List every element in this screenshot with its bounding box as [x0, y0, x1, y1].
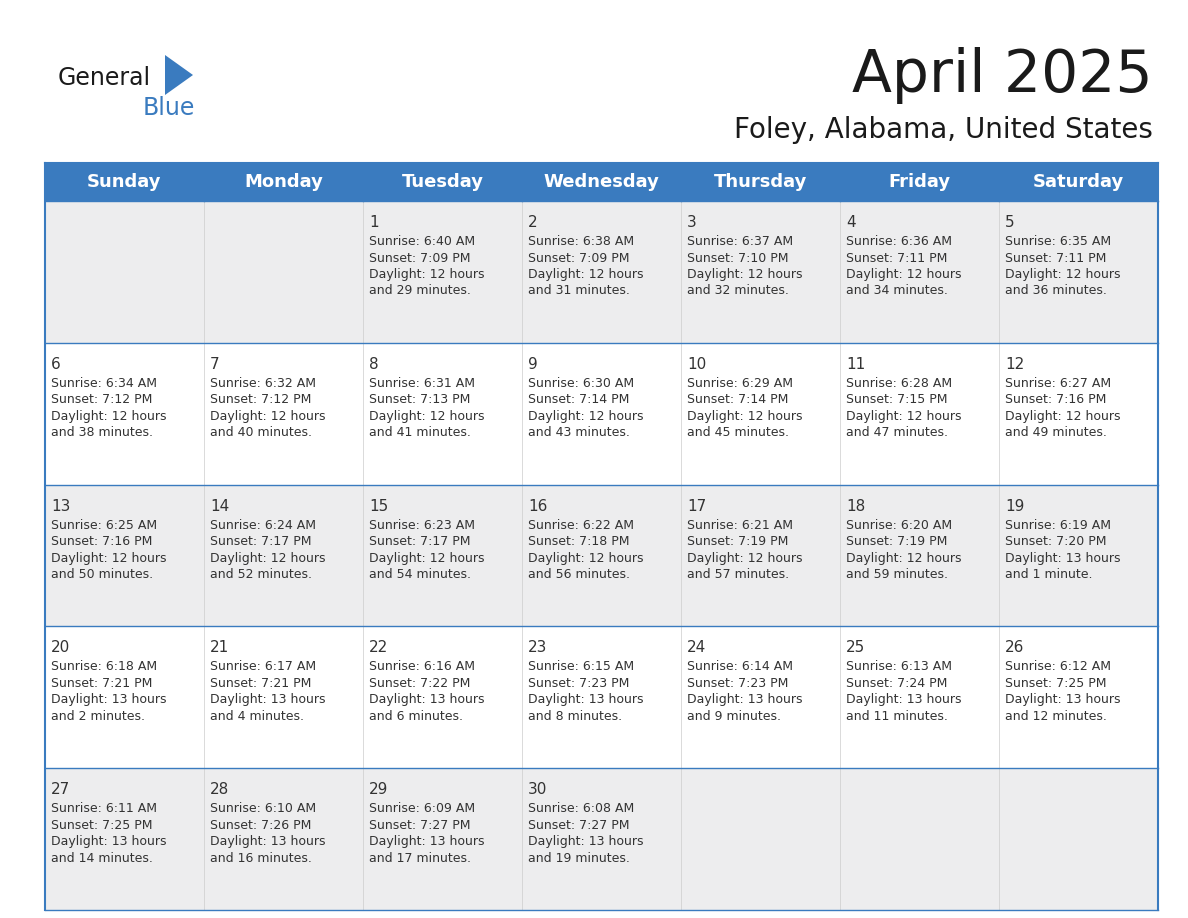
Text: Foley, Alabama, United States: Foley, Alabama, United States	[734, 116, 1154, 144]
Text: 19: 19	[1005, 498, 1024, 513]
Text: 3: 3	[687, 215, 696, 230]
Text: Sunrise: 6:30 AM
Sunset: 7:14 PM
Daylight: 12 hours
and 43 minutes.: Sunrise: 6:30 AM Sunset: 7:14 PM Dayligh…	[527, 376, 644, 440]
Text: 28: 28	[210, 782, 229, 797]
Text: 25: 25	[846, 641, 865, 655]
Text: Wednesday: Wednesday	[544, 173, 659, 191]
Bar	[45, 342, 1158, 485]
Text: 27: 27	[51, 782, 70, 797]
Text: 15: 15	[369, 498, 388, 513]
Text: Sunrise: 6:27 AM
Sunset: 7:16 PM
Daylight: 12 hours
and 49 minutes.: Sunrise: 6:27 AM Sunset: 7:16 PM Dayligh…	[1005, 376, 1120, 440]
Polygon shape	[165, 55, 192, 95]
Text: 22: 22	[369, 641, 388, 655]
Text: Sunrise: 6:31 AM
Sunset: 7:13 PM
Daylight: 12 hours
and 41 minutes.: Sunrise: 6:31 AM Sunset: 7:13 PM Dayligh…	[369, 376, 485, 440]
Text: 6: 6	[51, 357, 61, 372]
Text: Sunrise: 6:29 AM
Sunset: 7:14 PM
Daylight: 12 hours
and 45 minutes.: Sunrise: 6:29 AM Sunset: 7:14 PM Dayligh…	[687, 376, 803, 440]
Text: 17: 17	[687, 498, 706, 513]
Text: Sunrise: 6:19 AM
Sunset: 7:20 PM
Daylight: 13 hours
and 1 minute.: Sunrise: 6:19 AM Sunset: 7:20 PM Dayligh…	[1005, 519, 1120, 581]
Text: Sunrise: 6:14 AM
Sunset: 7:23 PM
Daylight: 13 hours
and 9 minutes.: Sunrise: 6:14 AM Sunset: 7:23 PM Dayligh…	[687, 660, 803, 722]
Bar	[45, 626, 1158, 768]
Bar	[45, 163, 204, 201]
Text: 18: 18	[846, 498, 865, 513]
Text: Sunrise: 6:32 AM
Sunset: 7:12 PM
Daylight: 12 hours
and 40 minutes.: Sunrise: 6:32 AM Sunset: 7:12 PM Dayligh…	[210, 376, 326, 440]
Text: 10: 10	[687, 357, 706, 372]
Text: 14: 14	[210, 498, 229, 513]
Text: 29: 29	[369, 782, 388, 797]
Text: Saturday: Saturday	[1032, 173, 1124, 191]
Text: Friday: Friday	[889, 173, 950, 191]
Text: Sunrise: 6:20 AM
Sunset: 7:19 PM
Daylight: 12 hours
and 59 minutes.: Sunrise: 6:20 AM Sunset: 7:19 PM Dayligh…	[846, 519, 961, 581]
Text: Sunday: Sunday	[87, 173, 162, 191]
Text: 30: 30	[527, 782, 548, 797]
Text: Sunrise: 6:09 AM
Sunset: 7:27 PM
Daylight: 13 hours
and 17 minutes.: Sunrise: 6:09 AM Sunset: 7:27 PM Dayligh…	[369, 802, 485, 865]
Text: 2: 2	[527, 215, 538, 230]
Bar	[840, 163, 999, 201]
Text: 4: 4	[846, 215, 855, 230]
Text: 24: 24	[687, 641, 706, 655]
Text: 9: 9	[527, 357, 538, 372]
Text: Sunrise: 6:28 AM
Sunset: 7:15 PM
Daylight: 12 hours
and 47 minutes.: Sunrise: 6:28 AM Sunset: 7:15 PM Dayligh…	[846, 376, 961, 440]
Text: Sunrise: 6:12 AM
Sunset: 7:25 PM
Daylight: 13 hours
and 12 minutes.: Sunrise: 6:12 AM Sunset: 7:25 PM Dayligh…	[1005, 660, 1120, 722]
Text: Sunrise: 6:35 AM
Sunset: 7:11 PM
Daylight: 12 hours
and 36 minutes.: Sunrise: 6:35 AM Sunset: 7:11 PM Dayligh…	[1005, 235, 1120, 297]
Text: Monday: Monday	[244, 173, 323, 191]
Text: Sunrise: 6:15 AM
Sunset: 7:23 PM
Daylight: 13 hours
and 8 minutes.: Sunrise: 6:15 AM Sunset: 7:23 PM Dayligh…	[527, 660, 644, 722]
Text: Sunrise: 6:37 AM
Sunset: 7:10 PM
Daylight: 12 hours
and 32 minutes.: Sunrise: 6:37 AM Sunset: 7:10 PM Dayligh…	[687, 235, 803, 297]
Text: 7: 7	[210, 357, 220, 372]
Bar	[45, 768, 1158, 910]
Bar	[681, 163, 840, 201]
Text: 23: 23	[527, 641, 548, 655]
Text: Sunrise: 6:25 AM
Sunset: 7:16 PM
Daylight: 12 hours
and 50 minutes.: Sunrise: 6:25 AM Sunset: 7:16 PM Dayligh…	[51, 519, 166, 581]
Text: Sunrise: 6:40 AM
Sunset: 7:09 PM
Daylight: 12 hours
and 29 minutes.: Sunrise: 6:40 AM Sunset: 7:09 PM Dayligh…	[369, 235, 485, 297]
Text: 1: 1	[369, 215, 379, 230]
Text: Sunrise: 6:13 AM
Sunset: 7:24 PM
Daylight: 13 hours
and 11 minutes.: Sunrise: 6:13 AM Sunset: 7:24 PM Dayligh…	[846, 660, 961, 722]
Text: Sunrise: 6:22 AM
Sunset: 7:18 PM
Daylight: 12 hours
and 56 minutes.: Sunrise: 6:22 AM Sunset: 7:18 PM Dayligh…	[527, 519, 644, 581]
Bar	[45, 485, 1158, 626]
Bar	[522, 163, 681, 201]
Text: 20: 20	[51, 641, 70, 655]
Bar	[45, 201, 1158, 342]
Text: Blue: Blue	[143, 96, 195, 120]
Text: Sunrise: 6:08 AM
Sunset: 7:27 PM
Daylight: 13 hours
and 19 minutes.: Sunrise: 6:08 AM Sunset: 7:27 PM Dayligh…	[527, 802, 644, 865]
Bar	[999, 163, 1158, 201]
Text: Sunrise: 6:11 AM
Sunset: 7:25 PM
Daylight: 13 hours
and 14 minutes.: Sunrise: 6:11 AM Sunset: 7:25 PM Dayligh…	[51, 802, 166, 865]
Bar	[364, 163, 522, 201]
Text: 11: 11	[846, 357, 865, 372]
Text: 16: 16	[527, 498, 548, 513]
Text: General: General	[58, 66, 151, 90]
Text: Sunrise: 6:23 AM
Sunset: 7:17 PM
Daylight: 12 hours
and 54 minutes.: Sunrise: 6:23 AM Sunset: 7:17 PM Dayligh…	[369, 519, 485, 581]
Text: Sunrise: 6:18 AM
Sunset: 7:21 PM
Daylight: 13 hours
and 2 minutes.: Sunrise: 6:18 AM Sunset: 7:21 PM Dayligh…	[51, 660, 166, 722]
Text: April 2025: April 2025	[852, 47, 1154, 104]
Bar	[204, 163, 364, 201]
Text: Tuesday: Tuesday	[402, 173, 484, 191]
Text: 5: 5	[1005, 215, 1015, 230]
Text: Sunrise: 6:34 AM
Sunset: 7:12 PM
Daylight: 12 hours
and 38 minutes.: Sunrise: 6:34 AM Sunset: 7:12 PM Dayligh…	[51, 376, 166, 440]
Text: 8: 8	[369, 357, 379, 372]
Text: 21: 21	[210, 641, 229, 655]
Text: 12: 12	[1005, 357, 1024, 372]
Text: Sunrise: 6:10 AM
Sunset: 7:26 PM
Daylight: 13 hours
and 16 minutes.: Sunrise: 6:10 AM Sunset: 7:26 PM Dayligh…	[210, 802, 326, 865]
Text: Sunrise: 6:21 AM
Sunset: 7:19 PM
Daylight: 12 hours
and 57 minutes.: Sunrise: 6:21 AM Sunset: 7:19 PM Dayligh…	[687, 519, 803, 581]
Text: 13: 13	[51, 498, 70, 513]
Text: Sunrise: 6:24 AM
Sunset: 7:17 PM
Daylight: 12 hours
and 52 minutes.: Sunrise: 6:24 AM Sunset: 7:17 PM Dayligh…	[210, 519, 326, 581]
Text: Sunrise: 6:16 AM
Sunset: 7:22 PM
Daylight: 13 hours
and 6 minutes.: Sunrise: 6:16 AM Sunset: 7:22 PM Dayligh…	[369, 660, 485, 722]
Text: Sunrise: 6:38 AM
Sunset: 7:09 PM
Daylight: 12 hours
and 31 minutes.: Sunrise: 6:38 AM Sunset: 7:09 PM Dayligh…	[527, 235, 644, 297]
Text: 26: 26	[1005, 641, 1024, 655]
Text: Sunrise: 6:17 AM
Sunset: 7:21 PM
Daylight: 13 hours
and 4 minutes.: Sunrise: 6:17 AM Sunset: 7:21 PM Dayligh…	[210, 660, 326, 722]
Text: Thursday: Thursday	[714, 173, 807, 191]
Text: Sunrise: 6:36 AM
Sunset: 7:11 PM
Daylight: 12 hours
and 34 minutes.: Sunrise: 6:36 AM Sunset: 7:11 PM Dayligh…	[846, 235, 961, 297]
